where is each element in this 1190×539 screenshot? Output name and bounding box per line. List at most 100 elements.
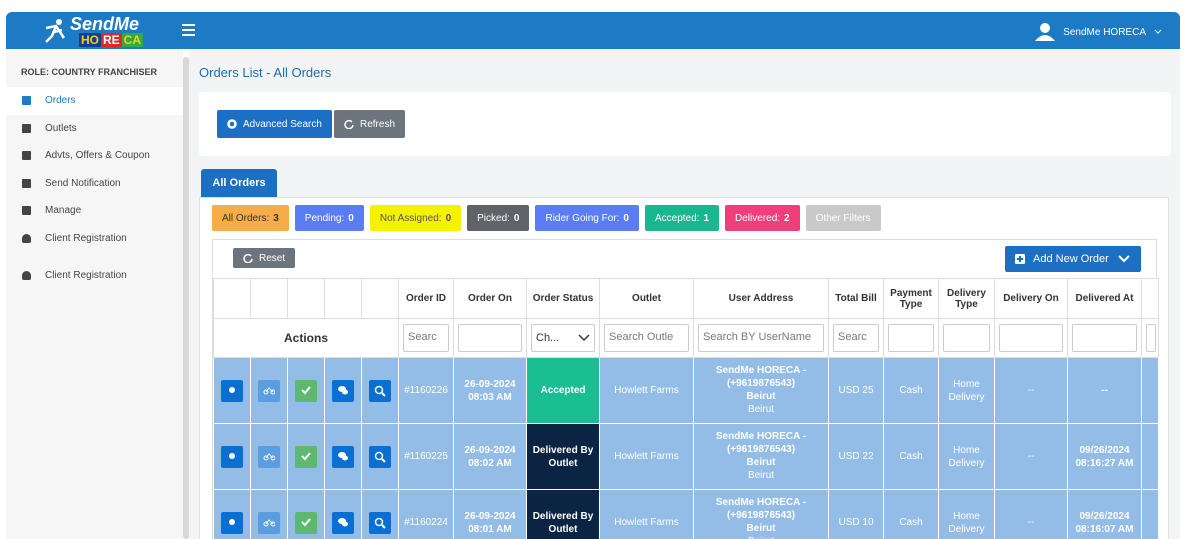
filter-cell: Searc xyxy=(398,318,454,358)
logo[interactable]: SendMe HO RE CA xyxy=(42,14,152,48)
search-input[interactable]: Searc xyxy=(403,324,449,352)
delivered-date: 09/26/2024 xyxy=(1079,510,1130,522)
accept-button[interactable] xyxy=(295,379,317,402)
menu-icon xyxy=(22,271,31,281)
search-input[interactable] xyxy=(1146,324,1156,352)
filter-chip[interactable]: Picked: 0 xyxy=(467,205,530,231)
view-button[interactable] xyxy=(221,379,243,402)
filter-cell xyxy=(994,318,1068,358)
icon xyxy=(263,518,275,526)
search-input[interactable]: Search Outle xyxy=(604,324,689,352)
address-city: Beirut xyxy=(746,457,776,468)
assign-rider-button[interactable] xyxy=(258,511,280,534)
search-input[interactable]: Search BY UserName xyxy=(698,324,824,352)
delivered-time: 08:16:27 AM xyxy=(1075,457,1134,469)
tab[interactable]: All Orders xyxy=(201,169,277,197)
delivery-on: -- xyxy=(994,489,1068,539)
filter-chip[interactable]: Rider Going For: 0 xyxy=(535,205,639,231)
menu-item[interactable]: Advts, Offers & Coupon xyxy=(6,142,183,170)
add-new-order-button[interactable]: Add New Order xyxy=(1005,246,1141,272)
delivered-time: 08:16:07 AM xyxy=(1075,523,1134,535)
details-button[interactable] xyxy=(369,445,391,468)
icon xyxy=(229,386,235,393)
filter-label: Pending: xyxy=(304,212,345,224)
menu-toggle[interactable] xyxy=(182,24,195,39)
row-end xyxy=(1141,357,1159,424)
filter-chip[interactable]: Other Filters xyxy=(805,205,881,231)
address-name: SendMe HORECA - xyxy=(715,431,807,442)
search-input[interactable] xyxy=(888,324,934,352)
chevron xyxy=(578,334,590,342)
action-cell xyxy=(213,489,251,539)
address-name: SendMe HORECA - xyxy=(715,365,807,376)
assign-rider-button[interactable] xyxy=(258,379,280,402)
header-cell xyxy=(250,278,288,319)
menu-item[interactable]: Send Notification xyxy=(6,170,183,198)
accept-button[interactable] xyxy=(295,445,317,468)
delivered-date: 09/26/2024 xyxy=(1079,444,1130,456)
filter-chip[interactable]: Delivered: 2 xyxy=(725,205,800,231)
view-button[interactable] xyxy=(221,445,243,468)
search-input[interactable] xyxy=(1072,324,1137,352)
action-cell xyxy=(287,357,325,424)
menu-item[interactable]: Orders xyxy=(6,87,183,115)
header-cell xyxy=(213,278,251,319)
placeholder: Search BY UserName xyxy=(703,331,812,343)
chat-button[interactable] xyxy=(332,445,354,468)
address-city: Beirut xyxy=(746,523,776,534)
payment-type: Cash xyxy=(883,423,939,490)
menu-label: Client Registration xyxy=(45,232,127,244)
search-input[interactable] xyxy=(999,324,1063,352)
search-input[interactable] xyxy=(943,324,990,352)
address-phone: (+9619876543) xyxy=(726,510,796,521)
action-cell xyxy=(361,423,399,490)
header-cell xyxy=(1141,278,1159,319)
search-input[interactable] xyxy=(458,324,522,352)
logo-part: RE xyxy=(101,33,122,47)
order-status: Delivered By Outlet xyxy=(526,489,600,539)
filter-chip[interactable]: Pending: 0 xyxy=(294,205,364,231)
menu-item[interactable]: Client Registration xyxy=(6,225,183,253)
details-button[interactable] xyxy=(369,511,391,534)
menu-item[interactable]: Outlets xyxy=(6,115,183,143)
orders-table: Order ID Order On Order Status Outlet User A… xyxy=(213,278,1159,539)
filter-chip[interactable]: Accepted: 1 xyxy=(644,205,720,231)
order-status: Accepted xyxy=(526,357,600,424)
details-button[interactable] xyxy=(369,379,391,402)
refresh-icon xyxy=(344,119,354,129)
search-input[interactable]: Searc xyxy=(833,324,879,352)
refresh-button[interactable]: Refresh xyxy=(334,110,406,138)
top-bar: SendMe HO RE CA SendMe HORECA xyxy=(6,12,1180,49)
accept-button[interactable] xyxy=(295,511,317,534)
column-header: Order ID xyxy=(398,278,454,319)
filter-chip[interactable]: All Orders: 3 xyxy=(212,205,289,231)
column-header: Outlet xyxy=(599,278,694,319)
filter-chip[interactable]: Not Assigned: 0 xyxy=(369,205,462,231)
menu-item[interactable]: Manage xyxy=(6,197,183,225)
main: Orders List - All Orders Advanced Search… xyxy=(189,49,1180,539)
view-button[interactable] xyxy=(221,511,243,534)
chat-button[interactable] xyxy=(332,511,354,534)
address-area: Beirut xyxy=(696,535,826,539)
advanced-search-button[interactable]: Advanced Search xyxy=(217,110,332,138)
assign-rider-button[interactable] xyxy=(258,445,280,468)
status-select[interactable]: Ch... xyxy=(531,324,595,352)
filter-cell xyxy=(938,318,995,358)
action-cell xyxy=(213,423,251,490)
filter-label: All Orders: xyxy=(222,212,270,224)
payment-type: Cash xyxy=(883,489,939,539)
action-cell xyxy=(287,489,325,539)
action-cell xyxy=(250,357,288,424)
column-header: Total Bill xyxy=(828,278,884,319)
chat-button[interactable] xyxy=(332,379,354,402)
table-toolbar: Reset Add New Order xyxy=(213,240,1156,278)
icon xyxy=(374,451,386,463)
reset-button[interactable]: Reset xyxy=(233,248,296,268)
user-menu[interactable]: SendMe HORECA xyxy=(1035,23,1162,41)
menu-item[interactable]: Client Registration xyxy=(6,262,183,290)
scrollbar[interactable] xyxy=(183,57,189,539)
order-date: 26-09-2024 xyxy=(464,444,516,456)
icon xyxy=(338,517,348,526)
menu-label: Outlets xyxy=(45,122,77,134)
